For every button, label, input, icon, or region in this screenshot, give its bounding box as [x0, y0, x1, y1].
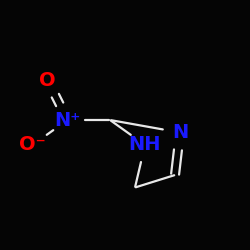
- Text: N: N: [172, 123, 188, 142]
- Text: O⁻: O⁻: [19, 136, 46, 154]
- Text: O: O: [39, 70, 56, 90]
- Text: NH: NH: [129, 136, 161, 154]
- Text: N⁺: N⁺: [54, 110, 81, 130]
